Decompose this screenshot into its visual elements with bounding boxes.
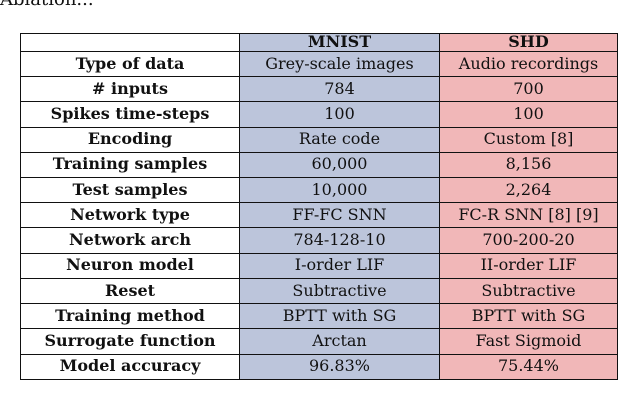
- mnist-value: 784-128-10: [239, 227, 440, 254]
- header-cell-mnist: MNIST: [239, 33, 440, 52]
- mnist-value: Grey-scale images: [239, 50, 440, 78]
- table-body: Type of data Grey-scale images Audio recor…: [20, 50, 618, 381]
- comparison-table: MNIST SHD Type of data Grey-scale images A…: [20, 33, 618, 381]
- mnist-value: 60,000: [239, 151, 440, 178]
- shd-value: 75.44%: [439, 353, 618, 381]
- table-row: Neuron model I-order LIF II-order LIF: [20, 252, 618, 279]
- shd-value: Fast Sigmoid: [439, 328, 618, 355]
- table-row: Network arch 784-128-10 700-200-20: [20, 227, 618, 254]
- mnist-value: Rate code: [239, 126, 440, 153]
- table-row: Network type FF-FC SNN FC-R SNN [8] [9]: [20, 202, 618, 229]
- row-label: Encoding: [20, 126, 240, 153]
- row-label: Type of data: [20, 50, 240, 78]
- shd-value: Custom [8]: [439, 126, 618, 153]
- table-row: Test samples 10,000 2,264: [20, 176, 618, 204]
- mnist-value: 10,000: [239, 176, 440, 204]
- table-row: Training method BPTT with SG BPTT with SG: [20, 303, 618, 330]
- row-label: # inputs: [20, 76, 240, 103]
- mnist-value: 784: [239, 76, 440, 103]
- table-row: # inputs 784 700: [20, 76, 618, 103]
- row-label: Network arch: [20, 227, 240, 254]
- row-label: Test samples: [20, 176, 240, 204]
- shd-value: 100: [439, 101, 618, 128]
- row-label: Network type: [20, 202, 240, 229]
- table-header-row: MNIST SHD: [20, 33, 618, 52]
- row-label: Reset: [20, 277, 240, 305]
- row-label: Spikes time-steps: [20, 101, 240, 128]
- mnist-value: Subtractive: [239, 277, 440, 305]
- mnist-value: Arctan: [239, 328, 440, 355]
- table-row: Model accuracy 96.83% 75.44%: [20, 353, 618, 381]
- shd-value: Subtractive: [439, 277, 618, 305]
- comparison-table-container: MNIST SHD Type of data Grey-scale images A…: [20, 33, 618, 381]
- table-row: Encoding Rate code Custom [8]: [20, 126, 618, 153]
- mnist-value: I-order LIF: [239, 252, 440, 279]
- mnist-value: 96.83%: [239, 353, 440, 381]
- mnist-value: BPTT with SG: [239, 303, 440, 330]
- shd-value: II-order LIF: [439, 252, 618, 279]
- mnist-value: 100: [239, 101, 440, 128]
- shd-value: 2,264: [439, 176, 618, 204]
- table-row: Type of data Grey-scale images Audio recor…: [20, 50, 618, 78]
- table-row: Training samples 60,000 8,156: [20, 151, 618, 178]
- shd-value: FC-R SNN [8] [9]: [439, 202, 618, 229]
- table-row: Reset Subtractive Subtractive: [20, 277, 618, 305]
- shd-value: BPTT with SG: [439, 303, 618, 330]
- row-label: Surrogate function: [20, 328, 240, 355]
- row-label: Training method: [20, 303, 240, 330]
- shd-value: 700: [439, 76, 618, 103]
- shd-value: 8,156: [439, 151, 618, 178]
- row-label: Neuron model: [20, 252, 240, 279]
- table-row: Spikes time-steps 100 100: [20, 101, 618, 128]
- row-label: Model accuracy: [20, 353, 240, 381]
- mnist-value: FF-FC SNN: [239, 202, 440, 229]
- header-cell-shd: SHD: [439, 33, 618, 52]
- header-cell-empty: [20, 33, 240, 52]
- table-row: Surrogate function Arctan Fast Sigmoid: [20, 328, 618, 355]
- top-text-fragment: Ablation...: [0, 0, 94, 10]
- row-label: Training samples: [20, 151, 240, 178]
- shd-value: Audio recordings: [439, 50, 618, 78]
- shd-value: 700-200-20: [439, 227, 618, 254]
